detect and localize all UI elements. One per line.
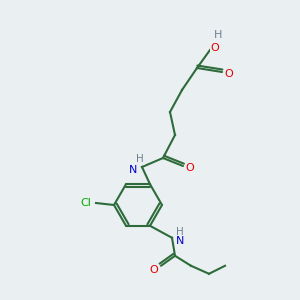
Text: O: O xyxy=(186,163,194,173)
Text: H: H xyxy=(214,30,222,40)
Text: H: H xyxy=(176,227,184,237)
Text: O: O xyxy=(150,265,158,275)
Text: Cl: Cl xyxy=(81,198,92,208)
Text: N: N xyxy=(129,165,137,175)
Text: O: O xyxy=(211,43,219,53)
Text: O: O xyxy=(225,69,233,79)
Text: H: H xyxy=(136,154,144,164)
Text: N: N xyxy=(176,236,184,246)
